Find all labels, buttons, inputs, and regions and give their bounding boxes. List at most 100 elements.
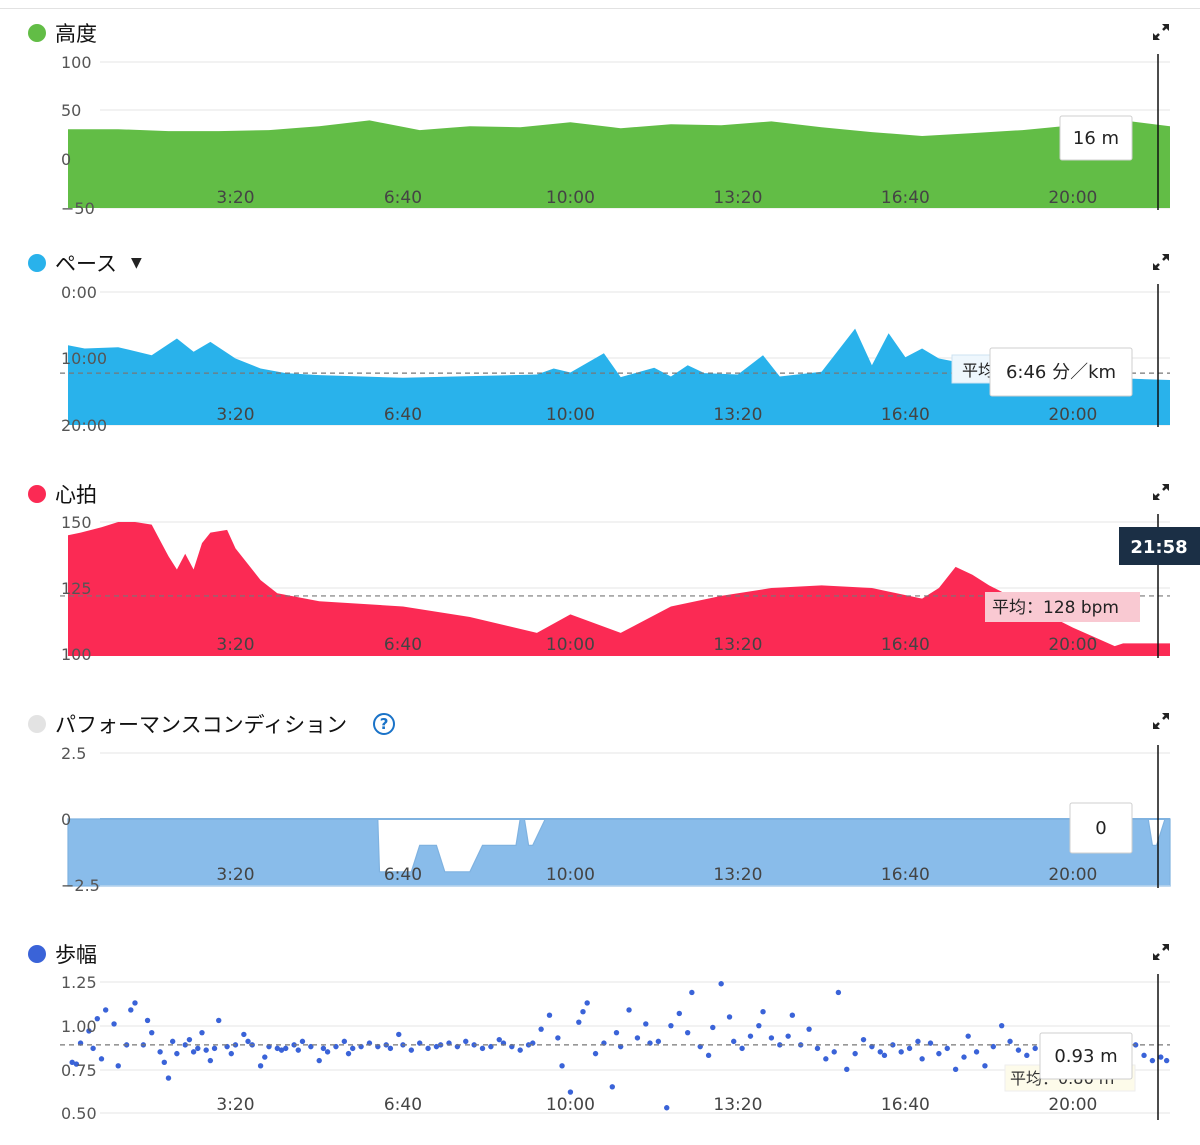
stride-point: [199, 1029, 205, 1036]
stride-chart[interactable]: 1.25 1.00 0.75 0.50 3:20 6:40 10:00 13:20 16:40 2…: [0, 913, 1200, 1145]
y-tick-label: 0: [61, 150, 71, 169]
y-tick-label: 0: [61, 810, 71, 829]
stride-point: [1007, 1038, 1013, 1045]
altitude-area: [68, 120, 1170, 208]
pace-area: [68, 328, 1170, 425]
stride-point: [915, 1038, 921, 1045]
stride-point: [835, 989, 842, 996]
pace-average-badge-box: [951, 354, 993, 384]
stride-point: [98, 1056, 105, 1062]
stride-point: [806, 1026, 812, 1032]
help-icon[interactable]: ?: [373, 713, 396, 735]
stride-point: [613, 1029, 620, 1036]
heart-rate-chart[interactable]: 150 125 100 3:20 6:40 10:00 13:20 16:40 20:00 平均：…: [0, 455, 1200, 680]
stride-point: [128, 1007, 134, 1013]
x-tick-label: 13:20: [713, 405, 762, 425]
stride-point: [936, 1050, 942, 1057]
altitude-legend-dot: [28, 24, 46, 42]
expand-icon[interactable]: [1150, 941, 1172, 963]
stride-point: [844, 1066, 850, 1073]
x-tick-label: 16:40: [881, 405, 930, 425]
stride-point: [747, 1033, 754, 1039]
y-tick-label: 50: [61, 101, 81, 120]
stride-point: [1015, 1047, 1022, 1053]
heart-time-badge-box: [1119, 527, 1200, 565]
heart-time-badge: 21:58: [1119, 527, 1200, 565]
stride-point: [1149, 1057, 1156, 1064]
stride-point: [149, 1029, 155, 1036]
y-tick-label: 100: [61, 53, 92, 72]
stride-point: [710, 1024, 716, 1031]
y-tick-label: 1.25: [61, 973, 97, 992]
condition-title-text: パフォーマンスコンディション: [55, 713, 348, 737]
performance-condition-chart[interactable]: 2.5 0 −2.5 3:20 6:40 10:00 13:20 16:40 20:00 0: [0, 683, 1200, 908]
heart-panel: 心拍: [0, 455, 1200, 680]
x-tick-label: 16:40: [881, 865, 930, 885]
pace-chart[interactable]: 0:00 10:00 20:00 3:20 6:40 10:00 13:20 16:40 20:…: [0, 225, 1200, 450]
stride-point: [852, 1050, 858, 1057]
stride-point: [538, 1026, 544, 1032]
stride-tooltip: 0.93 m: [1039, 1032, 1133, 1080]
pace-panel: ペース ▼: [0, 225, 1200, 450]
pace-legend-dot: [28, 254, 46, 272]
stride-point: [161, 1059, 167, 1066]
x-tick-label: 13:20: [713, 635, 762, 655]
altitude-chart[interactable]: 100 50 0 −50 3:20 6:40 10:00 13:20 16:40 20:00 16 …: [0, 0, 1200, 225]
stride-point: [274, 1045, 281, 1052]
altitude-title-text: 高度: [55, 22, 97, 46]
y-tick-label: 100: [61, 645, 92, 664]
stride-point: [785, 1033, 791, 1039]
expand-icon[interactable]: [1150, 251, 1172, 273]
stride-point: [433, 1043, 440, 1050]
stride-point: [961, 1054, 967, 1060]
heart-legend-dot: [28, 485, 46, 503]
stride-point: [157, 1049, 163, 1055]
x-tick-label: 20:00: [1048, 1095, 1097, 1115]
heart-title: 心拍: [28, 479, 97, 509]
x-tick-label: 3:20: [216, 188, 254, 208]
stride-legend-dot: [28, 945, 46, 963]
stride-point: [877, 1049, 883, 1055]
stride-point: [584, 1000, 590, 1006]
stride-point: [823, 1056, 829, 1062]
stride-point: [643, 1021, 649, 1027]
condition-tooltip: 0: [1069, 802, 1133, 854]
stride-point: [898, 1049, 904, 1055]
stride-point: [245, 1038, 251, 1045]
condition-panel: パフォーマンスコンディション ?: [0, 683, 1200, 908]
stride-point: [262, 1054, 268, 1060]
stride-point: [182, 1042, 188, 1048]
stride-point: [609, 1084, 616, 1090]
pace-tooltip-text: 6:46 分／km: [1006, 362, 1116, 383]
x-tick-label: 16:40: [881, 635, 930, 655]
stride-point: [731, 1038, 737, 1045]
stride-point: [463, 1038, 469, 1045]
stride-point: [689, 989, 695, 996]
x-tick-label: 20:00: [1048, 635, 1097, 655]
expand-icon[interactable]: [1150, 710, 1172, 732]
pace-average-badge: 平均: [951, 354, 994, 384]
stride-point: [144, 1017, 151, 1024]
stride-point: [592, 1050, 599, 1057]
pace-tooltip-box: [989, 347, 1133, 397]
stride-point: [726, 1014, 733, 1020]
x-tick-label: 16:40: [881, 1095, 930, 1115]
stride-point: [257, 1063, 264, 1069]
y-tick-label: 125: [61, 579, 92, 598]
chevron-down-icon[interactable]: ▼: [130, 255, 142, 271]
stride-point: [299, 1038, 306, 1045]
stride-point: [425, 1045, 431, 1052]
heart-average-label: 平均：128 bpm: [992, 598, 1119, 618]
x-tick-label: 10:00: [546, 188, 595, 208]
stride-point: [1032, 1045, 1038, 1052]
expand-icon[interactable]: [1150, 21, 1172, 43]
stride-point: [676, 1010, 682, 1017]
stride-point: [684, 1029, 691, 1036]
expand-icon[interactable]: [1150, 481, 1172, 503]
stride-point: [316, 1057, 322, 1064]
stride-point: [576, 1019, 582, 1025]
stride-point: [345, 1050, 352, 1057]
stride-point: [132, 1000, 138, 1006]
stride-point: [203, 1047, 209, 1053]
stride-point: [860, 1036, 867, 1043]
